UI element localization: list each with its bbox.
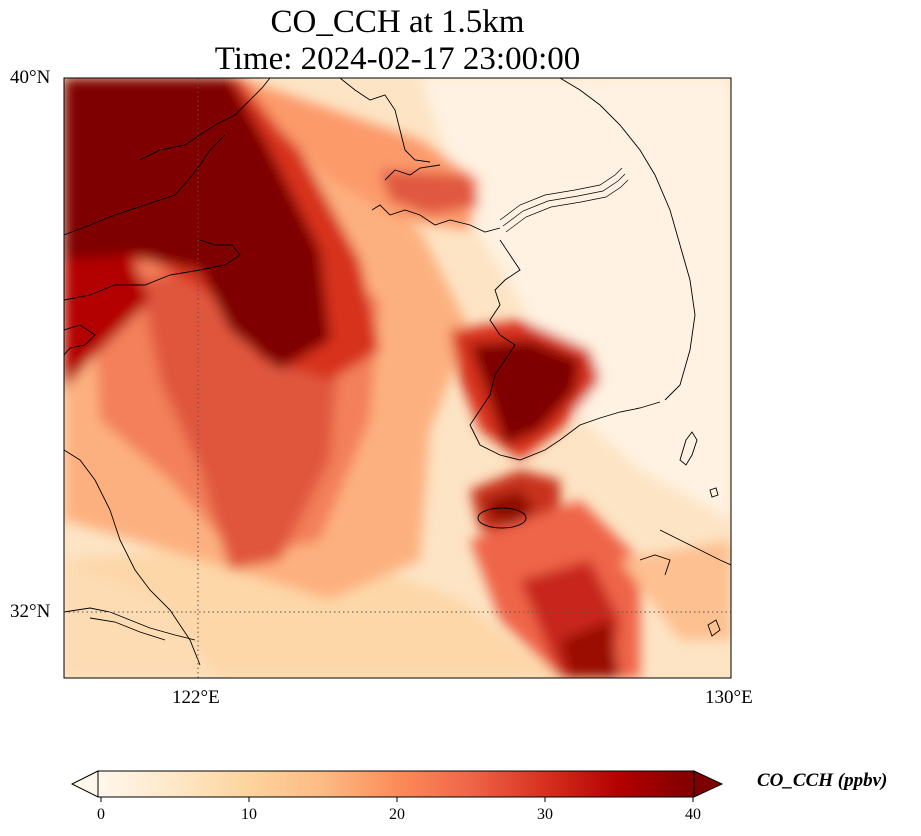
lon-tick-122e: 122°E xyxy=(172,687,220,708)
colorbar-tick-40: 40 xyxy=(685,806,701,823)
lat-tick-40n: 40°N xyxy=(10,67,51,88)
map-frame xyxy=(63,77,732,679)
colorbar-tick-20: 20 xyxy=(389,806,405,823)
colorbar-tick-30: 30 xyxy=(537,806,553,823)
colorbar-tick-10: 10 xyxy=(241,806,257,823)
concentration-field xyxy=(64,78,731,678)
lon-tick-130e: 130°E xyxy=(705,687,753,708)
colorbar-title: CO_CCH (ppbv) xyxy=(757,770,888,791)
coastlines xyxy=(64,78,731,666)
colorbar-tick-0: 0 xyxy=(97,806,105,823)
lat-tick-32n: 32°N xyxy=(10,601,51,622)
colorbar xyxy=(70,770,724,802)
title-line-2: Time: 2024-02-17 23:00:00 xyxy=(214,41,581,77)
title-line-1: CO_CCH at 1.5km xyxy=(270,4,525,40)
